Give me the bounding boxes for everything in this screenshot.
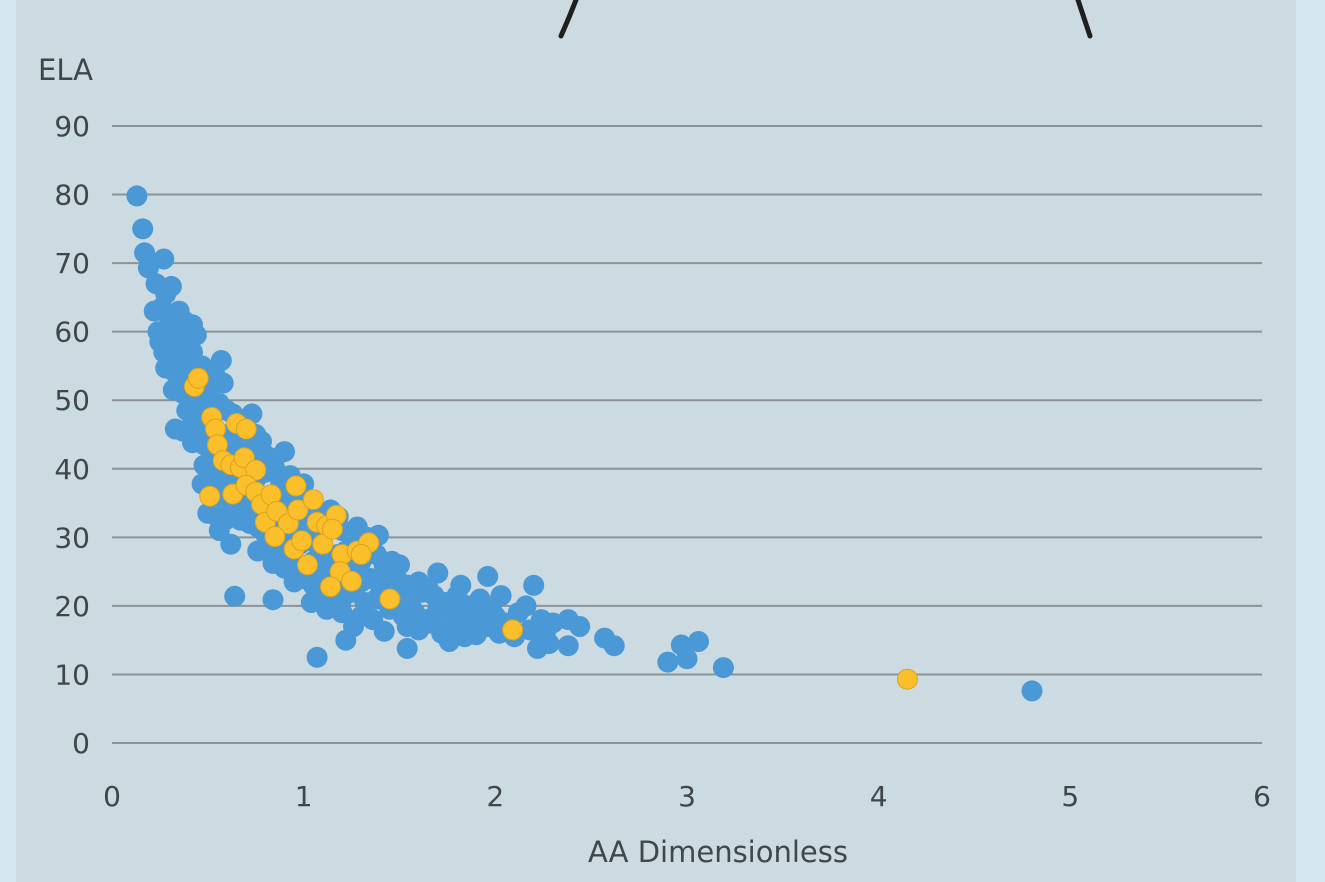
point-s1-165 (523, 574, 545, 596)
y-tick-label-70: 70 (54, 247, 90, 280)
point-s2-38 (350, 544, 372, 565)
point-s1-237 (1021, 680, 1043, 702)
point-s1-236 (262, 589, 284, 611)
y-tick-label-60: 60 (54, 316, 90, 349)
point-s1-4 (153, 248, 175, 270)
point-s1-232 (676, 648, 698, 670)
x-tick-label-2: 2 (486, 780, 504, 813)
y-tick-label-10: 10 (54, 658, 90, 691)
point-s1-203 (373, 620, 395, 642)
y-tick-label-90: 90 (54, 110, 90, 143)
point-s2-37 (341, 570, 363, 592)
y-tick-label-80: 80 (54, 179, 90, 212)
x-axis-title: AA Dimensionless (588, 835, 848, 869)
point-s1-35 (212, 372, 234, 394)
point-s2-23 (302, 489, 324, 511)
point-s1-218 (569, 616, 591, 637)
x-tick-label-1: 1 (295, 780, 313, 813)
point-s1-115 (220, 533, 242, 555)
point-s1-233 (688, 631, 709, 652)
point-s1-164 (477, 565, 499, 587)
point-s2-41 (502, 619, 524, 641)
point-s1-225 (335, 629, 357, 651)
point-s2-32 (321, 518, 343, 540)
point-s1-200 (515, 595, 537, 617)
y-axis-title: ELA (38, 53, 93, 87)
point-s2-1 (187, 367, 209, 389)
cropped-title-fragment (558, 0, 1093, 39)
data-points (126, 185, 1043, 702)
x-tick-label-6: 6 (1253, 780, 1271, 813)
y-tick-label-50: 50 (54, 384, 90, 417)
scatter-chart: 0 10 20 30 40 50 60 70 80 90 0 1 2 3 4 5 6 ELA AA Dimen… (38, 0, 1271, 869)
point-s1-235 (224, 585, 246, 607)
point-s2-21 (285, 475, 307, 497)
y-tick-label-20: 20 (54, 590, 90, 623)
x-tick-label-5: 5 (1061, 780, 1079, 813)
y-axis-tick-labels: 0 10 20 30 40 50 60 70 80 90 (54, 110, 90, 760)
point-s1-162 (427, 562, 449, 584)
series-2 (183, 367, 918, 690)
point-s1-3 (137, 257, 159, 279)
point-s1-227 (306, 646, 328, 668)
y-tick-label-40: 40 (54, 453, 90, 486)
point-s1-224 (557, 635, 579, 657)
point-s2-31 (312, 533, 334, 555)
chart-area: 0 10 20 30 40 50 60 70 80 90 0 1 2 3 4 5 6 ELA AA Dimen… (16, 0, 1296, 882)
x-tick-label-0: 0 (103, 780, 121, 813)
point-s2-29 (291, 530, 313, 552)
point-s2-39 (320, 576, 341, 598)
point-s1-221 (465, 624, 487, 646)
point-s1-72 (274, 441, 295, 463)
point-s1-229 (603, 635, 625, 657)
point-s1-230 (657, 651, 679, 673)
y-tick-label-30: 30 (54, 521, 90, 554)
point-s2-42 (896, 668, 918, 690)
point-s2-40 (379, 588, 401, 610)
x-axis-tick-labels: 0 1 2 3 4 5 6 (103, 780, 1271, 813)
point-s1-21 (185, 324, 207, 346)
point-s1-234 (712, 657, 734, 679)
point-s2-5 (235, 418, 257, 440)
point-s1-223 (538, 633, 560, 655)
point-s2-30 (297, 554, 318, 576)
point-s1-183 (490, 585, 512, 607)
point-s2-11 (245, 459, 267, 481)
point-s1-1 (132, 218, 154, 240)
point-s2-12 (199, 485, 221, 507)
point-s1-226 (396, 637, 418, 659)
point-s1-114 (208, 520, 230, 541)
y-tick-label-0: 0 (72, 727, 90, 760)
x-tick-label-3: 3 (678, 780, 696, 813)
x-tick-label-4: 4 (870, 780, 888, 813)
point-s1-0 (126, 185, 148, 207)
point-s2-22 (287, 499, 309, 521)
point-s1-185 (331, 602, 353, 624)
point-s2-27 (264, 526, 286, 548)
